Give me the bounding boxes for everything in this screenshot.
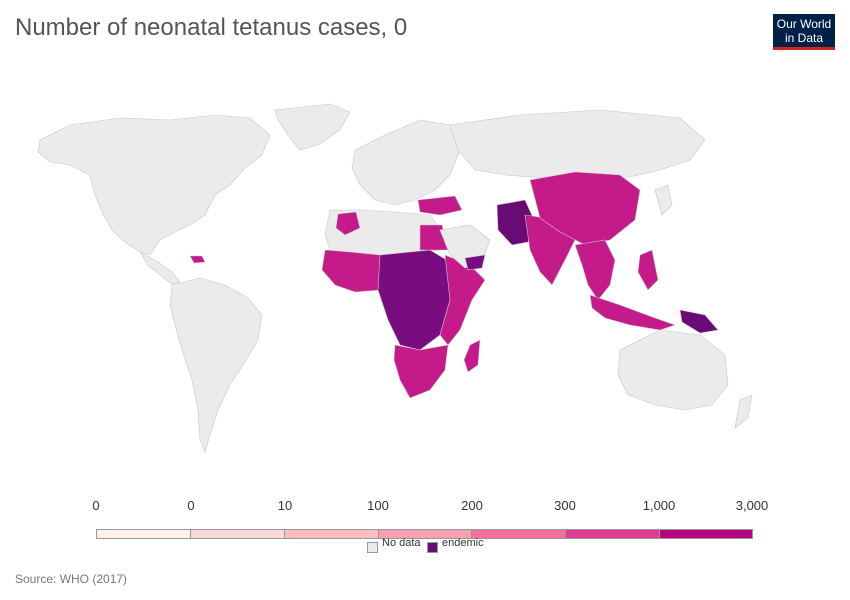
region-central-africa <box>377 249 456 351</box>
legend-tick-labels: 0 0 10 100 200 300 1,000 3,000 <box>0 498 850 518</box>
owid-logo[interactable]: Our World in Data <box>773 14 835 50</box>
logo-line-1: Our World <box>776 17 832 31</box>
region-morocco <box>335 211 361 236</box>
legend-bin[interactable] <box>565 529 660 539</box>
chart-title: Number of neonatal tetanus cases, 0 <box>15 14 408 41</box>
legend-bin[interactable] <box>190 529 285 539</box>
legend-tick: 200 <box>461 498 483 513</box>
logo-line-2: in Data <box>784 31 824 45</box>
legend-endemic[interactable]: endemic <box>427 537 484 553</box>
legend-endemic-swatch <box>427 542 438 553</box>
legend-no-data[interactable]: No data <box>367 537 421 553</box>
legend-tick: 100 <box>367 498 389 513</box>
region-australia <box>617 329 729 411</box>
region-pakistan-afghanistan <box>496 199 536 246</box>
region-new-zealand <box>734 394 753 429</box>
legend-endemic-label: endemic <box>442 537 484 549</box>
legend-tick: 0 <box>92 498 100 513</box>
region-europe <box>351 119 461 206</box>
region-north-america <box>37 114 271 256</box>
region-caribbean-haiti <box>189 255 206 264</box>
legend-tick: 10 <box>277 498 293 513</box>
legend-tick: 3,000 <box>735 498 769 513</box>
region-yemen <box>464 254 486 271</box>
source-note: Source: WHO (2017) <box>15 572 128 586</box>
region-russia <box>449 109 706 181</box>
world-map <box>37 103 753 453</box>
region-greenland <box>274 103 351 151</box>
region-papua-new-guinea <box>679 309 719 334</box>
region-east-africa <box>439 254 486 346</box>
legend-no-data-label: No data <box>382 537 421 549</box>
region-philippines <box>637 249 659 291</box>
legend-bin[interactable] <box>659 529 753 539</box>
region-china <box>529 171 641 246</box>
region-central-america <box>139 251 181 285</box>
region-madagascar <box>463 339 481 373</box>
legend-tick: 1,000 <box>642 498 676 513</box>
region-japan <box>654 184 673 216</box>
region-southern-africa <box>393 344 449 399</box>
legend-color-scale <box>0 529 850 541</box>
legend-tick: 300 <box>554 498 576 513</box>
region-southeast-asia <box>574 239 616 301</box>
region-turkey <box>417 195 463 216</box>
legend-bin[interactable] <box>284 529 379 539</box>
legend-bin[interactable] <box>96 529 191 539</box>
region-south-america <box>169 277 263 453</box>
legend-no-data-swatch <box>367 542 378 553</box>
region-indonesia <box>589 294 676 331</box>
legend-bin[interactable] <box>471 529 566 539</box>
legend-tick: 0 <box>187 498 195 513</box>
